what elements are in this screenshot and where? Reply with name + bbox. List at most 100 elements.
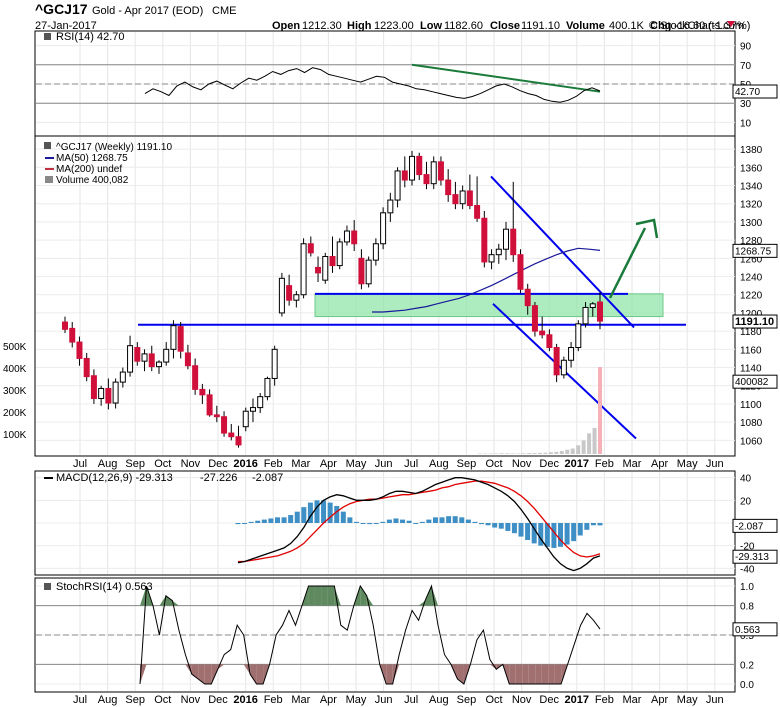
chg-value: -16.60 (-1.37%) bbox=[674, 20, 750, 32]
y-tick-label: 1080 bbox=[740, 418, 763, 429]
macd-histogram-bar bbox=[235, 523, 241, 525]
rsi-legend-icon bbox=[44, 33, 51, 40]
y-tick-label: 30 bbox=[740, 99, 752, 110]
ma50-last-value-box bbox=[732, 243, 778, 258]
x-tick-label: Jul bbox=[404, 694, 418, 706]
candle-body bbox=[119, 371, 126, 383]
y-tick-label: -40 bbox=[740, 564, 755, 575]
overbought-fill bbox=[425, 586, 432, 606]
candle-body bbox=[445, 179, 452, 196]
y-tick-label: 1100 bbox=[740, 400, 762, 411]
candle-body bbox=[192, 365, 199, 390]
overbought-fill bbox=[321, 586, 328, 606]
candle-body bbox=[134, 347, 141, 362]
rsi-line bbox=[144, 67, 601, 103]
x-tick-label: Aug bbox=[98, 458, 118, 470]
macd-histogram-bar bbox=[347, 517, 353, 523]
x-tick-label: Feb bbox=[264, 694, 283, 706]
x-tick-label: Jul bbox=[404, 458, 418, 470]
candle-body bbox=[430, 161, 437, 185]
x-tick-label: 2017 bbox=[565, 458, 589, 470]
overbought-fill bbox=[327, 586, 335, 606]
y-tick-label: 1180 bbox=[740, 327, 762, 338]
overbought-fill bbox=[165, 595, 173, 606]
y-tick-label: 1060 bbox=[740, 436, 763, 447]
x-tick-label: Oct bbox=[485, 458, 502, 470]
candle-body bbox=[495, 248, 502, 256]
close-value: 1191.10 bbox=[521, 20, 560, 32]
x-tick-label: Nov bbox=[512, 694, 532, 706]
stochrsi-last-value: 0.563 bbox=[735, 625, 760, 636]
x-tick-label: Apr bbox=[651, 458, 668, 470]
x-tick-label: Feb bbox=[595, 458, 614, 470]
candle-body bbox=[466, 190, 473, 207]
ma50-line bbox=[372, 247, 601, 313]
candle-body bbox=[271, 348, 278, 379]
date: 27-Jan-2017 bbox=[35, 20, 97, 32]
oversold-fill bbox=[515, 664, 523, 684]
macd-histogram-bar bbox=[261, 519, 267, 523]
candle-body bbox=[597, 301, 603, 322]
volume-bar bbox=[548, 452, 553, 454]
candle-body bbox=[76, 341, 83, 359]
oversold-fill bbox=[522, 664, 529, 684]
projection-arrow-shaft bbox=[608, 227, 647, 299]
overbought-fill bbox=[172, 600, 179, 606]
x-tick-label: Nov bbox=[512, 458, 532, 470]
label-layer: Jul Aug Sep Oct Nov Dec 2016 Feb Mar Apr May Jun Jul… bbox=[3, 31, 778, 706]
x-tick-label: Sep bbox=[457, 694, 477, 706]
candle-body bbox=[221, 416, 228, 434]
candle-body bbox=[531, 305, 538, 332]
candle-body bbox=[315, 266, 322, 274]
x-tick-label: Nov bbox=[181, 694, 201, 706]
stochrsi-legend: StochRSI(14) 0.563 bbox=[56, 581, 153, 593]
oversold-fill bbox=[392, 664, 400, 684]
candle-body bbox=[380, 212, 387, 245]
volume-tick-label: 400K bbox=[3, 364, 27, 375]
candle-body bbox=[264, 377, 271, 398]
macd-legend-hist: -2.087 bbox=[252, 472, 283, 484]
candle-body bbox=[98, 387, 105, 399]
macd-histogram-bar bbox=[479, 523, 485, 525]
volume-bar bbox=[505, 453, 510, 454]
macd-histogram-bar bbox=[498, 523, 504, 529]
y-tick-label: 1380 bbox=[740, 145, 763, 156]
candle-body bbox=[394, 170, 401, 201]
volume-bar bbox=[559, 450, 564, 454]
macd-histogram-bar bbox=[571, 523, 577, 542]
y-tick-label: -20 bbox=[740, 542, 755, 553]
volume-bar bbox=[592, 427, 597, 454]
volume-bar bbox=[554, 451, 559, 454]
y-tick-label: 1.0 bbox=[740, 582, 754, 593]
macd-histogram-bar bbox=[242, 523, 248, 524]
macd-hist-last-value: -2.087 bbox=[735, 521, 764, 532]
y-tick-label: 1280 bbox=[740, 236, 763, 247]
last-close-box bbox=[732, 314, 778, 329]
macd-histogram-bar bbox=[248, 521, 254, 523]
y-tick-label: 0.0 bbox=[740, 680, 754, 691]
oversold-fill bbox=[509, 664, 516, 684]
candle-body bbox=[351, 230, 358, 245]
macd-histogram-bar bbox=[525, 523, 531, 540]
candle-body bbox=[322, 255, 329, 281]
y-tick-label: 70 bbox=[740, 61, 752, 72]
candle-body bbox=[488, 254, 495, 263]
x-tick-label: Aug bbox=[98, 694, 118, 706]
candle-body bbox=[503, 228, 510, 250]
candle-body bbox=[336, 241, 343, 267]
low-value: 1182.60 bbox=[444, 20, 483, 32]
chg-label: Chg bbox=[650, 20, 671, 32]
x-tick-label: Apr bbox=[320, 458, 337, 470]
macd-histogram-bar bbox=[505, 523, 511, 531]
volume-tick-label: 500K bbox=[3, 342, 27, 353]
candle-body bbox=[105, 387, 112, 404]
candle-body bbox=[575, 323, 582, 349]
candle-body bbox=[452, 194, 459, 205]
x-tick-label: Aug bbox=[429, 458, 449, 470]
candle-body bbox=[329, 255, 336, 267]
macd-histogram-bar bbox=[406, 520, 412, 523]
macd-histogram-bar bbox=[255, 520, 261, 523]
volume-bar bbox=[532, 453, 537, 454]
